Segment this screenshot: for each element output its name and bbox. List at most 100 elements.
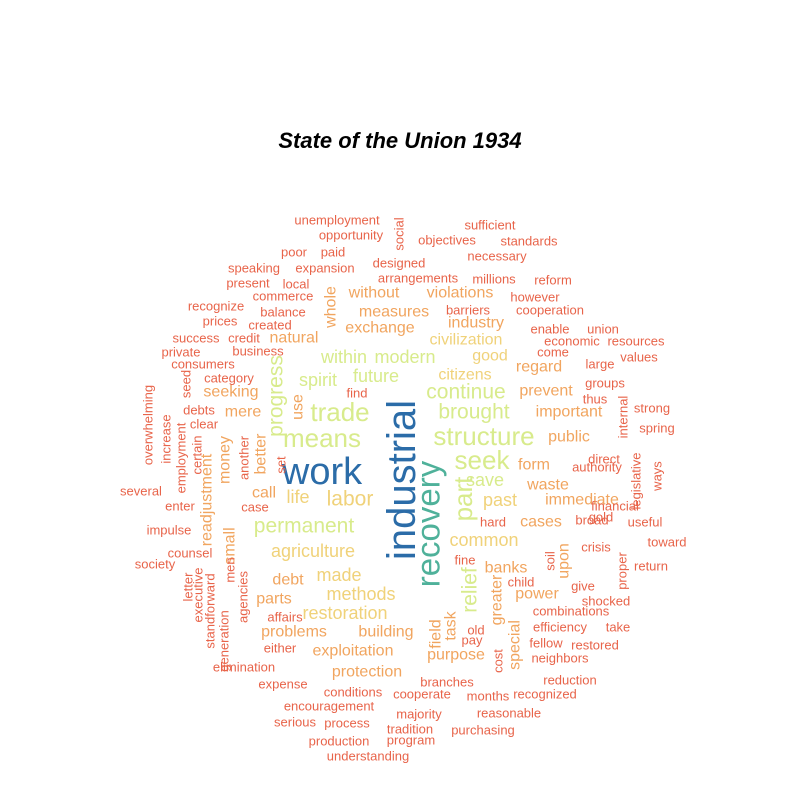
word-call: call xyxy=(252,485,276,502)
word-waste: waste xyxy=(526,477,569,494)
word-within: within xyxy=(320,347,367,367)
word-millions: millions xyxy=(472,272,516,287)
word-useful: useful xyxy=(628,515,663,530)
word-fellow: fellow xyxy=(529,636,563,651)
word-permanent: permanent xyxy=(254,515,355,538)
word-balance: balance xyxy=(260,305,306,320)
word-seed: seed xyxy=(179,370,194,398)
word-measures: measures xyxy=(359,304,429,321)
word-tradition: tradition xyxy=(387,722,433,737)
word-seek: seek xyxy=(455,445,511,475)
word-months: months xyxy=(467,689,510,704)
word-sufficient: sufficient xyxy=(464,218,515,233)
word-continue: continue xyxy=(426,381,505,404)
word-spring: spring xyxy=(639,421,674,436)
word-branches: branches xyxy=(420,675,474,690)
word-affairs: affairs xyxy=(267,610,303,625)
word-set: set xyxy=(274,456,289,474)
word-common: common xyxy=(449,530,518,550)
word-find: find xyxy=(347,386,368,401)
word-civilization: civilization xyxy=(430,332,503,349)
word-citizens: citizens xyxy=(438,367,491,384)
word-regard: regard xyxy=(516,359,562,376)
word-cooperate: cooperate xyxy=(393,687,451,702)
word-created: created xyxy=(248,318,291,333)
word-employment: employment xyxy=(174,422,189,493)
word-process: process xyxy=(324,716,370,731)
word-success: success xyxy=(173,331,220,346)
word-mere: mere xyxy=(225,404,262,421)
word-come: come xyxy=(537,345,569,360)
word-either: either xyxy=(264,641,297,656)
word-purchasing: purchasing xyxy=(451,723,515,738)
word-use: use xyxy=(290,394,307,420)
word-neighbors: neighbors xyxy=(531,651,589,666)
word-local: local xyxy=(283,277,310,292)
word-majority: majority xyxy=(396,707,442,722)
word-debts: debts xyxy=(183,403,215,418)
word-important: important xyxy=(536,404,603,421)
word-serious: serious xyxy=(274,715,316,730)
word-elimination: elimination xyxy=(213,660,275,675)
word-gold: gold xyxy=(589,510,614,525)
word-field: field xyxy=(428,619,445,648)
word-reform: reform xyxy=(534,273,572,288)
word-restored: restored xyxy=(571,638,619,653)
word-exchange: exchange xyxy=(345,320,414,337)
word-recognized: recognized xyxy=(513,687,577,702)
word-standards: standards xyxy=(500,234,558,249)
word-production: production xyxy=(309,734,370,749)
word-means: means xyxy=(283,423,361,453)
word-ways: ways xyxy=(650,461,665,492)
word-child: child xyxy=(508,575,535,590)
word-task: task xyxy=(443,610,460,640)
word-financial: financial xyxy=(591,499,639,514)
word-prices: prices xyxy=(203,314,238,329)
word-executive: executive xyxy=(191,568,206,623)
chart-title: State of the Union 1934 xyxy=(278,128,522,153)
word-arrangements: arrangements xyxy=(378,271,459,286)
word-case: case xyxy=(241,500,268,515)
word-standforward: standforward xyxy=(203,573,218,648)
word-credit: credit xyxy=(228,331,260,346)
word-problems: problems xyxy=(261,624,327,641)
word-expense: expense xyxy=(258,677,307,692)
word-necessary: necessary xyxy=(467,249,527,264)
word-life: life xyxy=(286,487,309,507)
word-banks: banks xyxy=(485,560,528,577)
word-protection: protection xyxy=(332,664,402,681)
word-old: old xyxy=(467,623,484,638)
word-whole: whole xyxy=(323,286,340,329)
word-small: small xyxy=(222,527,239,564)
word-strong: strong xyxy=(634,401,670,416)
word-shocked: shocked xyxy=(582,594,630,609)
word-money: money xyxy=(217,436,234,484)
word-clear: clear xyxy=(190,417,219,432)
word-give: give xyxy=(571,579,595,594)
word-thus: thus xyxy=(583,392,608,407)
word-however: however xyxy=(510,290,560,305)
word-special: special xyxy=(507,620,524,670)
word-power: power xyxy=(515,586,559,603)
word-industrial: industrial xyxy=(380,400,424,560)
word-greater: greater xyxy=(489,574,506,625)
word-increase: increase xyxy=(159,414,174,463)
word-return: return xyxy=(634,559,668,574)
word-form: form xyxy=(518,457,550,474)
word-hard: hard xyxy=(480,515,506,530)
word-brought: brought xyxy=(438,401,509,424)
word-resources: resources xyxy=(607,334,665,349)
word-modern: modern xyxy=(374,347,435,367)
word-overwhelming: overwhelming xyxy=(141,385,156,465)
word-authority: authority xyxy=(572,460,622,475)
word-cooperation: cooperation xyxy=(516,303,584,318)
word-encouragement: encouragement xyxy=(284,699,375,714)
word-broad: broad xyxy=(575,513,608,528)
word-reasonable: reasonable xyxy=(477,706,541,721)
word-labor: labor xyxy=(327,488,374,511)
word-building: building xyxy=(358,624,413,641)
word-prevent: prevent xyxy=(519,383,573,400)
word-direct: direct xyxy=(588,452,620,467)
word-legislative: legislative xyxy=(629,452,644,509)
word-conditions: conditions xyxy=(324,685,383,700)
